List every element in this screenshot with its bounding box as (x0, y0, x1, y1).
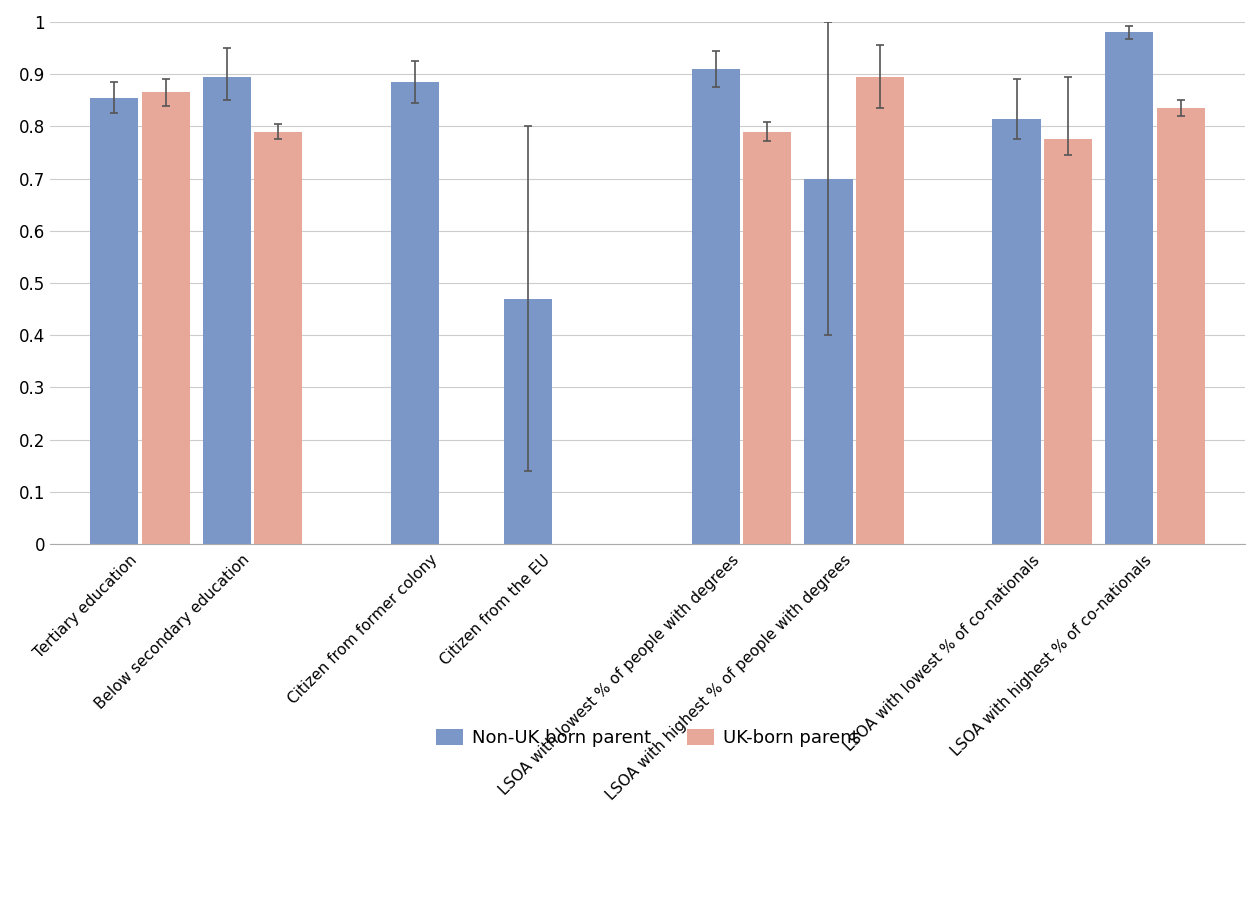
Bar (91, 98, 139, 544)
Bar (203, 77, 251, 544)
Bar (1045, 139, 1092, 544)
Bar (993, 119, 1041, 544)
Bar (391, 82, 440, 544)
Bar (804, 179, 853, 544)
Bar (692, 69, 740, 544)
Bar (856, 77, 903, 544)
Bar (141, 92, 190, 544)
Legend: Non-UK born parent, UK-born parent: Non-UK born parent, UK-born parent (428, 722, 866, 754)
Bar (504, 299, 552, 544)
Bar (1157, 108, 1205, 544)
Bar (743, 132, 791, 544)
Bar (1105, 32, 1153, 544)
Bar (255, 132, 302, 544)
